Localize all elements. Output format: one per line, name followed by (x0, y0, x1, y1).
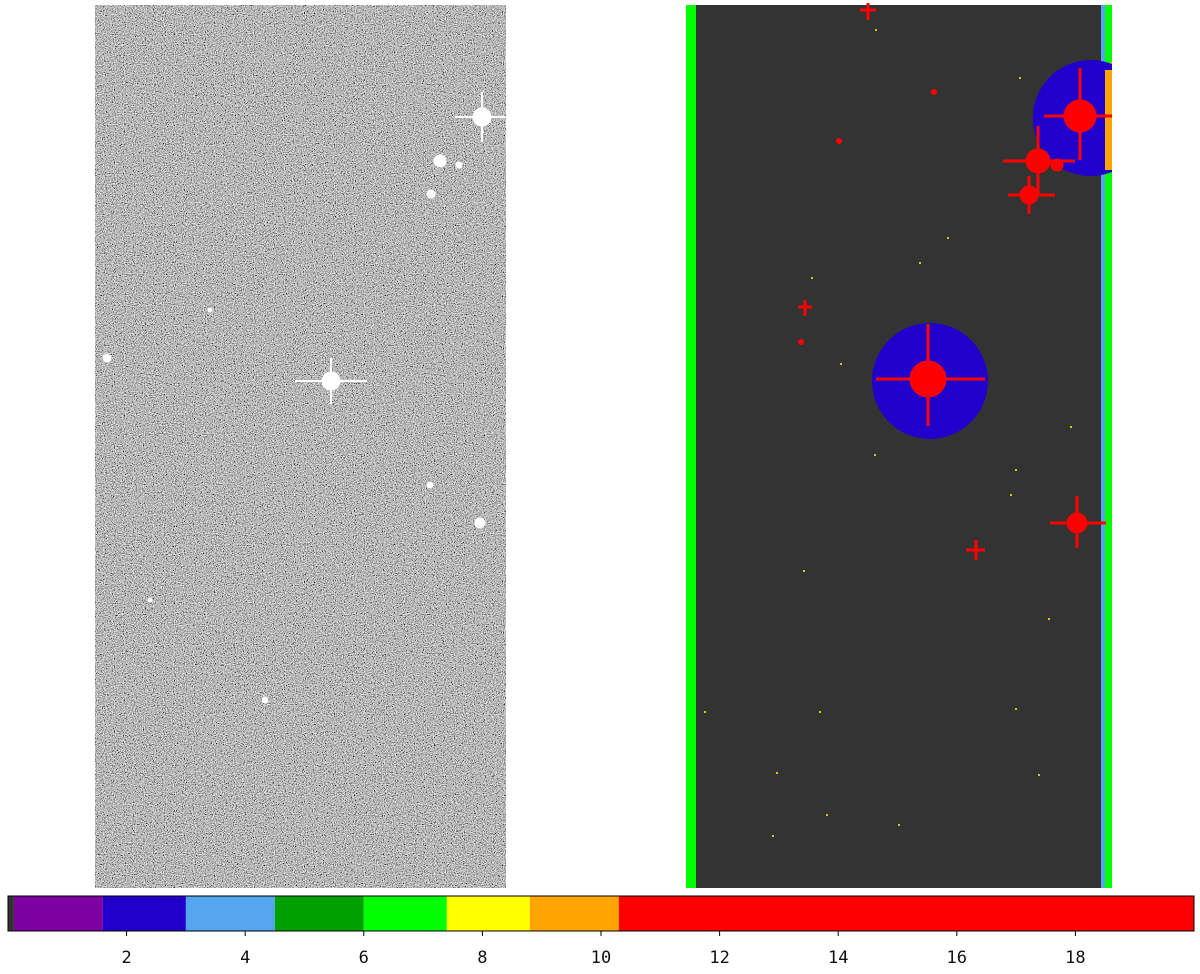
color-segment (185, 896, 275, 931)
colorbar-frame (7, 895, 1195, 932)
sky-image (95, 5, 506, 888)
color-segment (446, 896, 530, 931)
x-tick-label: 10 (591, 948, 611, 968)
x-tick-label: 4 (240, 948, 250, 968)
x-tick-label: 18 (1065, 948, 1085, 968)
colorbar: 2 4 6 8 10 12 14 16 18 (8, 896, 1194, 968)
x-tick-label: 6 (359, 948, 369, 968)
color-segment (529, 896, 619, 931)
color-segment (8, 896, 14, 931)
color-segment (102, 896, 186, 931)
color-segment (13, 896, 103, 931)
x-tick-label: 2 (121, 948, 131, 968)
color-segment (363, 896, 447, 931)
x-tick-label: 8 (477, 948, 487, 968)
x-tick-label: 12 (709, 948, 729, 968)
x-tick-label: 16 (947, 948, 967, 968)
color-segment (618, 896, 1194, 931)
color-segment (274, 896, 364, 931)
mask-image (686, 3, 1112, 888)
x-tick-label: 14 (828, 948, 848, 968)
